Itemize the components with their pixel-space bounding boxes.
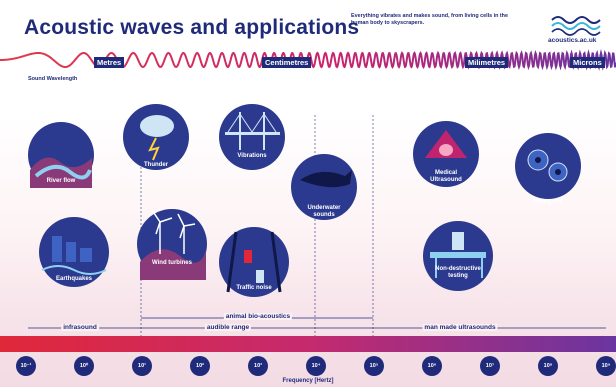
acoustics-logo-icon xyxy=(551,16,601,36)
axis-tick: 10⁸ xyxy=(538,356,558,376)
label-underwater-sounds: Underwater sounds xyxy=(307,205,341,218)
frequency-axis-label: Frequency [Hertz] xyxy=(282,378,334,384)
circle-earthquakes xyxy=(39,217,109,287)
label-vibrations: Vibrations xyxy=(237,153,267,159)
axis-tick: 10⁴ xyxy=(306,356,326,376)
axis-tick: 10³ xyxy=(248,356,268,376)
label-thunder: Thunder xyxy=(144,162,168,168)
label-living-cell: Living cell xyxy=(533,199,563,205)
scale-label-centimetres: Centimetres xyxy=(262,57,312,68)
scale-label-milimetres: Milimetres xyxy=(465,57,509,68)
axis-tick: 10⁵ xyxy=(364,356,384,376)
circle-living-cell xyxy=(515,133,581,199)
label-river-flow: River flow xyxy=(46,178,76,184)
circle-medical-ultrasound xyxy=(413,121,479,187)
range-bioacoustics: animal bio-acoustics xyxy=(223,313,293,320)
label-traffic-noise: Traffic noise xyxy=(236,285,272,291)
range-infrasound: infrasound xyxy=(61,324,99,331)
circle-wind-turbines xyxy=(137,209,207,280)
axis-tick: 10⁷ xyxy=(480,356,500,376)
sound-wavelength-label: Sound Wavelength xyxy=(28,76,78,82)
circle-non-destructive-testing xyxy=(423,221,493,291)
label-wind-turbines: Wind turbines xyxy=(152,260,192,266)
range-ultrasounds: man made ultrasounds xyxy=(422,324,498,331)
axis-tick: 10⁶ xyxy=(422,356,442,376)
circle-river-flow xyxy=(28,122,94,188)
axis-tick: 10⁻¹ xyxy=(16,356,36,376)
axis-tick: 10⁰ xyxy=(74,356,94,376)
logo-text: acoustics.ac.uk xyxy=(548,37,597,44)
scale-label-metres: Metres xyxy=(94,57,125,68)
circle-thunder xyxy=(123,104,189,170)
label-medical-ultrasound: Medical Ultrasound xyxy=(430,170,462,183)
frequency-bar xyxy=(0,336,616,352)
scale-label-microns: Microns xyxy=(570,57,605,68)
label-non-destructive-testing: Non-destructive testing xyxy=(435,266,481,279)
page-subtitle: Everything vibrates and makes sound, fro… xyxy=(351,13,508,26)
circle-underwater-sounds xyxy=(291,154,357,220)
circle-vibrations xyxy=(219,104,285,170)
axis-tick: 10² xyxy=(190,356,210,376)
circle-traffic-noise xyxy=(219,227,289,297)
page-title: Acoustic waves and applications xyxy=(24,16,360,39)
label-earthquakes: Earthquakes xyxy=(55,276,93,282)
axis-tick: 10¹ xyxy=(132,356,152,376)
axis-tick: 10⁹ xyxy=(596,356,616,376)
range-audible: audible range xyxy=(204,324,252,331)
